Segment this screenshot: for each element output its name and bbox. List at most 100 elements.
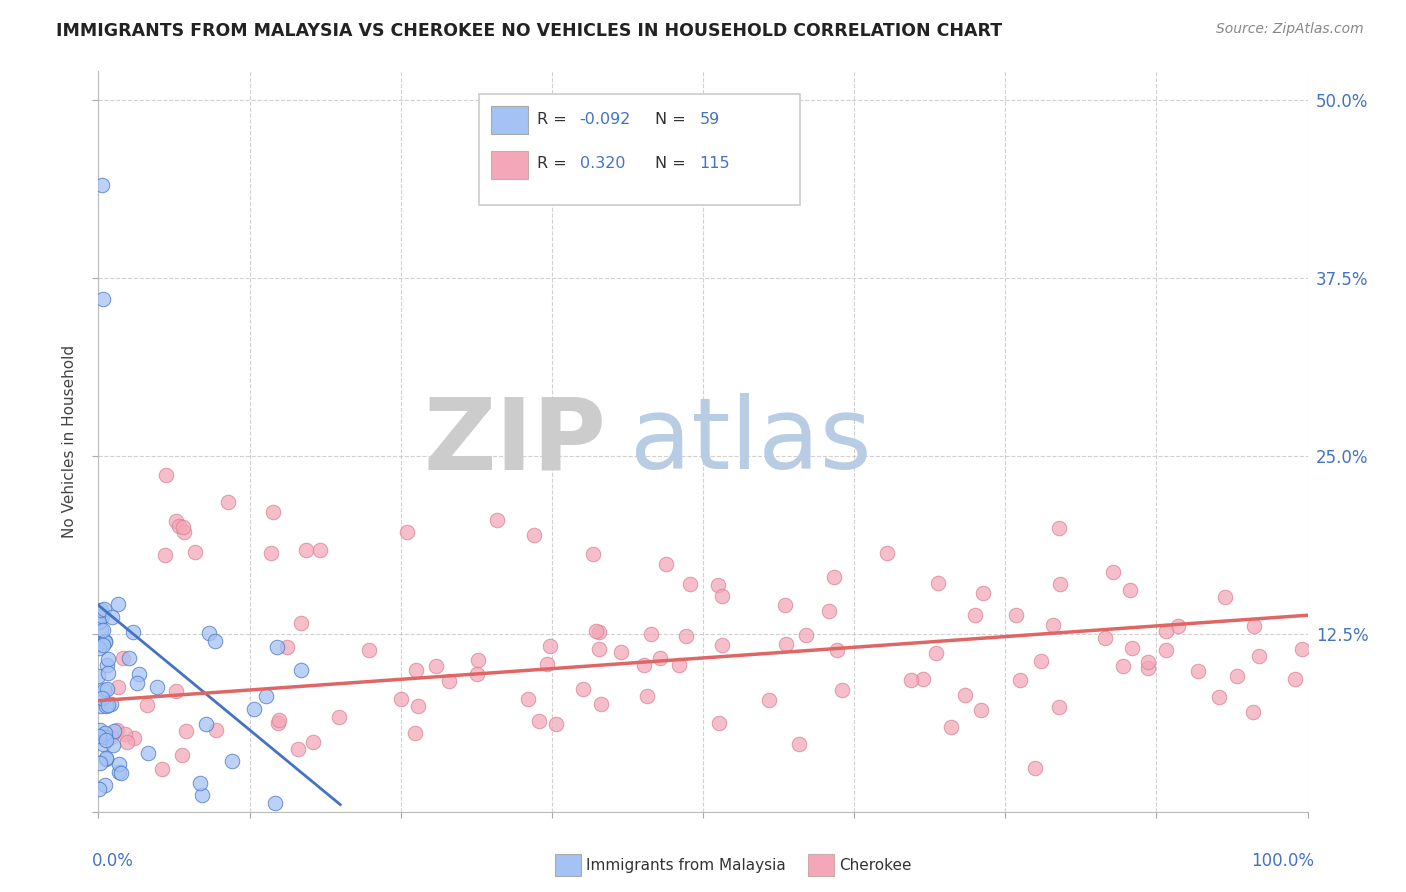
- Point: [197, 625, 219, 640]
- Point: [128, 667, 150, 681]
- Point: [572, 682, 595, 697]
- Point: [172, 747, 194, 762]
- Point: [125, 675, 148, 690]
- Point: [965, 607, 987, 622]
- Text: 100.0%: 100.0%: [1250, 853, 1313, 871]
- Point: [294, 542, 316, 557]
- Point: [1284, 673, 1306, 687]
- Point: [97, 652, 120, 666]
- Point: [328, 709, 350, 723]
- Point: [406, 699, 429, 714]
- Point: [254, 689, 277, 703]
- Point: [758, 693, 780, 707]
- Point: [1291, 641, 1313, 656]
- Point: [173, 524, 195, 539]
- Point: [94, 698, 117, 713]
- Point: [110, 765, 132, 780]
- Point: [89, 723, 111, 737]
- Point: [1094, 631, 1116, 645]
- Point: [675, 629, 697, 643]
- Point: [1154, 643, 1177, 657]
- Point: [96, 657, 118, 672]
- Point: [437, 673, 460, 688]
- Point: [357, 642, 380, 657]
- Point: [485, 513, 508, 527]
- Point: [1187, 664, 1209, 678]
- Point: [174, 724, 197, 739]
- Point: [190, 788, 212, 802]
- Point: [650, 650, 672, 665]
- Point: [90, 603, 112, 617]
- Point: [96, 682, 118, 697]
- Bar: [492, 106, 527, 135]
- Point: [1008, 673, 1031, 688]
- Point: [817, 604, 839, 618]
- Point: [1111, 659, 1133, 673]
- Point: [1241, 705, 1264, 719]
- Point: [89, 756, 111, 771]
- Point: [87, 781, 110, 796]
- Point: [711, 589, 734, 603]
- Point: [93, 737, 115, 751]
- Point: [707, 715, 730, 730]
- Point: [287, 742, 309, 756]
- Point: [89, 610, 111, 624]
- Point: [101, 738, 124, 752]
- Text: ZIP: ZIP: [423, 393, 606, 490]
- Point: [633, 658, 655, 673]
- Point: [538, 639, 561, 653]
- Point: [1247, 648, 1270, 663]
- Point: [266, 640, 288, 654]
- Point: [169, 518, 191, 533]
- Point: [87, 729, 110, 743]
- Point: [94, 778, 117, 792]
- Text: 0.0%: 0.0%: [93, 853, 134, 871]
- Point: [100, 697, 122, 711]
- Point: [91, 292, 114, 306]
- Point: [93, 683, 115, 698]
- Point: [1213, 590, 1236, 604]
- Point: [267, 715, 290, 730]
- Point: [90, 624, 112, 638]
- Point: [972, 585, 994, 599]
- Point: [150, 763, 173, 777]
- Point: [124, 731, 146, 746]
- Text: Source: ZipAtlas.com: Source: ZipAtlas.com: [1216, 22, 1364, 37]
- Point: [395, 525, 418, 540]
- Point: [107, 597, 129, 611]
- Point: [112, 650, 135, 665]
- Point: [1208, 690, 1230, 704]
- Text: N =: N =: [655, 156, 690, 171]
- Point: [1226, 669, 1249, 683]
- Point: [204, 634, 226, 648]
- Point: [517, 692, 540, 706]
- Point: [172, 520, 194, 534]
- Point: [260, 546, 283, 560]
- Point: [425, 659, 447, 673]
- Point: [941, 720, 963, 734]
- Bar: [492, 151, 527, 178]
- Point: [1101, 565, 1123, 579]
- Point: [91, 623, 114, 637]
- Point: [87, 615, 110, 629]
- Text: 115: 115: [699, 156, 730, 171]
- Point: [1119, 583, 1142, 598]
- Point: [876, 546, 898, 560]
- Point: [205, 723, 228, 738]
- Text: Immigrants from Malaysia: Immigrants from Malaysia: [586, 858, 786, 872]
- Point: [1029, 654, 1052, 668]
- Point: [585, 624, 607, 638]
- Point: [1243, 618, 1265, 632]
- Point: [290, 615, 312, 630]
- Point: [107, 764, 129, 779]
- Point: [290, 663, 312, 677]
- Point: [1024, 761, 1046, 775]
- Point: [1042, 618, 1064, 632]
- Point: [269, 713, 291, 727]
- Text: IMMIGRANTS FROM MALAYSIA VS CHEROKEE NO VEHICLES IN HOUSEHOLD CORRELATION CHART: IMMIGRANTS FROM MALAYSIA VS CHEROKEE NO …: [56, 22, 1002, 40]
- Point: [679, 577, 702, 591]
- Point: [1004, 608, 1026, 623]
- Point: [103, 724, 125, 739]
- Point: [90, 690, 112, 705]
- Point: [1047, 700, 1070, 714]
